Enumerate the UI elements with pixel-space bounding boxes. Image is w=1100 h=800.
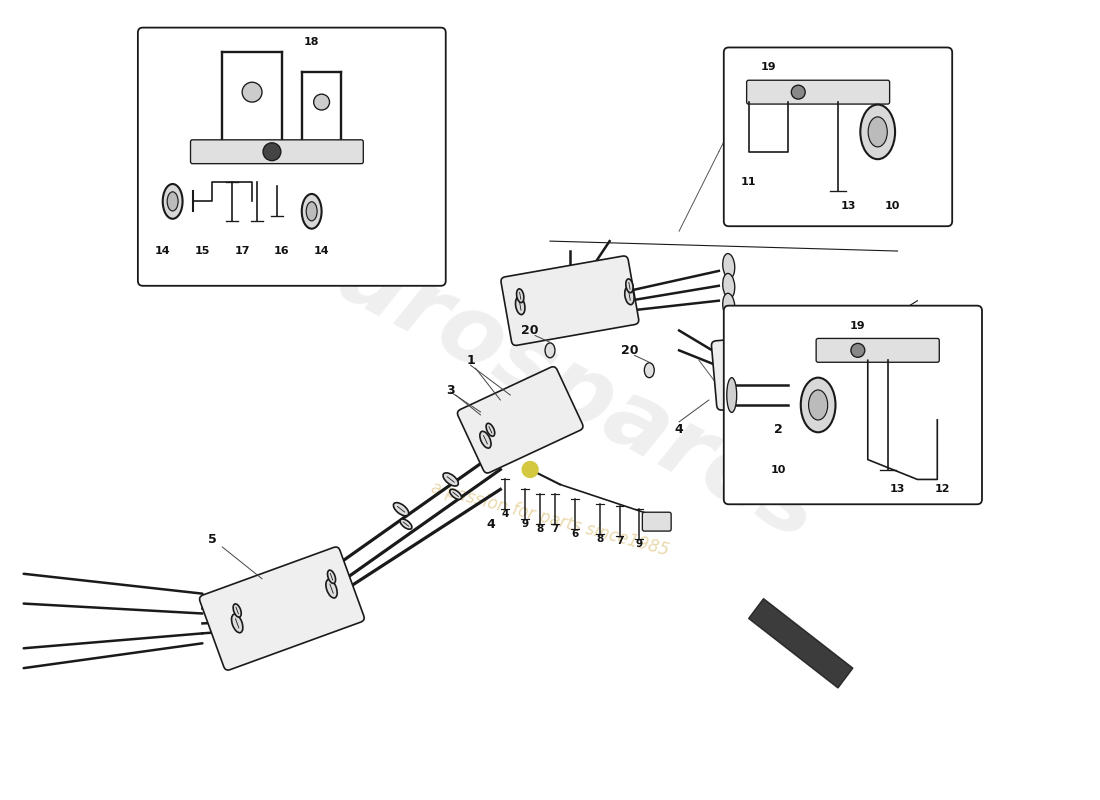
Ellipse shape [486, 423, 495, 436]
Text: 8: 8 [596, 534, 603, 544]
FancyBboxPatch shape [816, 338, 939, 362]
Circle shape [314, 94, 330, 110]
Text: 7: 7 [616, 536, 624, 546]
Ellipse shape [896, 333, 909, 358]
Ellipse shape [825, 348, 832, 362]
Text: 4: 4 [486, 518, 495, 530]
Text: 13: 13 [840, 202, 856, 211]
Ellipse shape [625, 286, 635, 305]
Ellipse shape [896, 373, 909, 398]
Circle shape [242, 82, 262, 102]
Ellipse shape [723, 274, 735, 298]
Text: 3: 3 [447, 383, 455, 397]
FancyBboxPatch shape [747, 80, 890, 104]
Ellipse shape [450, 490, 462, 499]
Ellipse shape [723, 254, 735, 278]
Ellipse shape [860, 105, 895, 159]
Ellipse shape [306, 202, 317, 221]
FancyBboxPatch shape [138, 28, 446, 286]
Text: 19: 19 [761, 62, 777, 72]
Text: eurospares: eurospares [265, 199, 835, 561]
FancyBboxPatch shape [458, 366, 583, 473]
FancyBboxPatch shape [712, 330, 845, 410]
Ellipse shape [723, 294, 735, 318]
Ellipse shape [824, 356, 833, 374]
Text: 12: 12 [935, 484, 950, 494]
Ellipse shape [328, 570, 336, 583]
Text: 4: 4 [674, 423, 683, 436]
Polygon shape [749, 598, 852, 688]
FancyBboxPatch shape [642, 512, 671, 531]
Text: 10: 10 [771, 465, 786, 474]
FancyBboxPatch shape [199, 547, 364, 670]
FancyBboxPatch shape [190, 140, 363, 164]
Text: 9: 9 [636, 539, 642, 549]
Ellipse shape [400, 519, 411, 530]
Ellipse shape [544, 343, 556, 358]
Ellipse shape [231, 614, 243, 633]
Ellipse shape [301, 194, 321, 229]
Text: 18: 18 [304, 38, 319, 47]
Text: 10: 10 [884, 202, 900, 211]
Ellipse shape [626, 279, 634, 293]
Ellipse shape [808, 390, 827, 420]
Circle shape [522, 462, 538, 478]
Text: 14: 14 [155, 246, 170, 256]
Ellipse shape [730, 358, 737, 372]
Circle shape [263, 142, 280, 161]
Circle shape [791, 86, 805, 99]
Ellipse shape [517, 289, 524, 302]
Text: 20: 20 [521, 324, 539, 337]
Ellipse shape [645, 362, 654, 378]
Text: 11: 11 [741, 177, 757, 186]
Text: a passion for parts since1985: a passion for parts since1985 [429, 478, 671, 560]
Text: 7: 7 [551, 524, 559, 534]
Text: 9: 9 [521, 519, 529, 529]
Text: 4: 4 [502, 510, 509, 519]
Ellipse shape [516, 297, 525, 314]
Text: 16: 16 [274, 246, 289, 256]
Text: 1: 1 [466, 354, 475, 366]
Ellipse shape [394, 502, 409, 516]
Ellipse shape [163, 184, 183, 218]
Text: 15: 15 [195, 246, 210, 256]
Ellipse shape [326, 579, 338, 598]
Text: 14: 14 [314, 246, 329, 256]
FancyBboxPatch shape [724, 47, 953, 226]
Text: 20: 20 [620, 344, 638, 357]
Ellipse shape [729, 366, 738, 384]
Ellipse shape [233, 604, 241, 617]
Text: 17: 17 [234, 246, 250, 256]
Text: 6: 6 [571, 529, 579, 539]
FancyBboxPatch shape [500, 256, 639, 346]
Ellipse shape [896, 353, 909, 378]
Ellipse shape [868, 117, 888, 147]
Ellipse shape [443, 473, 459, 486]
Text: 8: 8 [537, 524, 543, 534]
Ellipse shape [167, 192, 178, 211]
Ellipse shape [727, 378, 737, 413]
Text: 2: 2 [774, 423, 783, 436]
Text: 19: 19 [850, 321, 866, 330]
Text: 5: 5 [208, 533, 217, 546]
Ellipse shape [801, 378, 836, 432]
Text: 13: 13 [890, 484, 905, 494]
Ellipse shape [480, 431, 491, 448]
FancyBboxPatch shape [724, 306, 982, 504]
Circle shape [851, 343, 865, 358]
